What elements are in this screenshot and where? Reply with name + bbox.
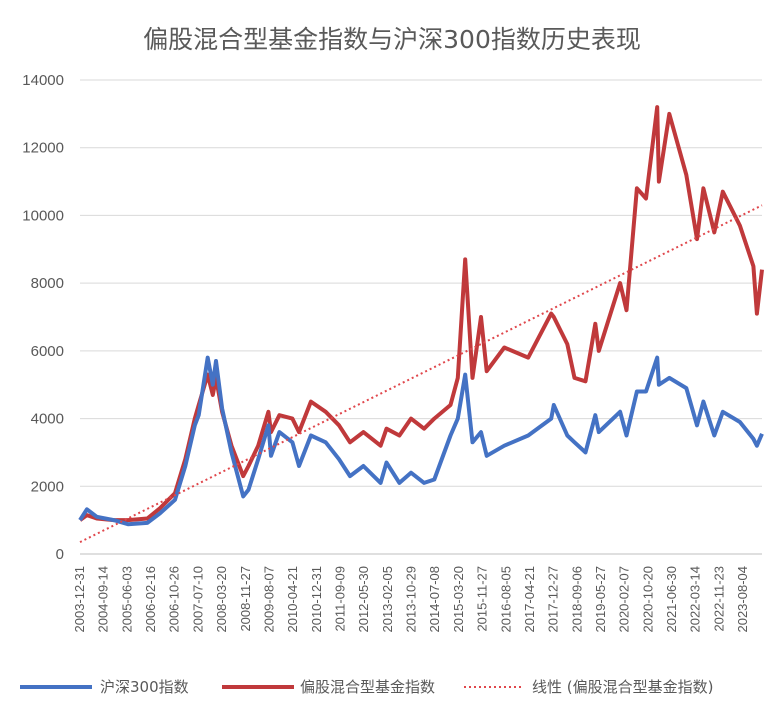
x-axis: 2003-12-31 2004-09-14 2005-06-03 2006-02-16… [72, 553, 762, 633]
legend-label-2: 线性 (偏股混合型基金指数) [532, 678, 713, 696]
x-tick-label: 2005-06-03 [119, 566, 134, 633]
x-tick-label: 2006-02-16 [143, 566, 158, 633]
x-tick-label: 2012-05-30 [356, 566, 371, 633]
x-tick-label: 2021-06-30 [664, 566, 679, 633]
y-tick-label: 8000 [31, 275, 64, 292]
y-tick-label: 12000 [22, 140, 64, 157]
x-tick-label: 2003-12-31 [72, 566, 87, 633]
y-axis-tick-labels: 0 2000 4000 6000 8000 10000 12000 14000 [22, 72, 64, 563]
y-tick-label: 10000 [22, 207, 64, 224]
legend-label-0: 沪深300指数 [100, 678, 189, 696]
x-tick-label: 2010-04-21 [285, 566, 300, 633]
x-tick-label: 2015-11-27 [475, 566, 490, 632]
legend-label-1: 偏股混合型基金指数 [300, 678, 435, 696]
x-tick-label: 2013-10-29 [404, 566, 419, 633]
x-tick-label: 2014-07-08 [427, 566, 442, 633]
x-tick-label: 2023-08-04 [735, 566, 750, 633]
y-tick-label: 14000 [22, 72, 64, 89]
x-tick-label: 2017-04-21 [522, 566, 537, 633]
x-tick-label: 2020-10-20 [640, 566, 655, 633]
series-layer [78, 105, 764, 543]
x-tick-label: 2006-10-26 [167, 566, 182, 633]
y-tick-label: 2000 [31, 478, 64, 495]
y-tick-label: 0 [56, 546, 64, 563]
series-line-0 [78, 355, 764, 527]
x-tick-label: 2022-11-23 [711, 566, 726, 632]
x-tick-label: 2018-09-06 [569, 566, 584, 633]
x-tick-label: 2007-07-10 [190, 566, 205, 633]
x-tick-label: 2008-11-27 [238, 566, 253, 632]
x-tick-label: 2016-08-05 [498, 566, 513, 633]
x-tick-label: 2022-03-14 [688, 566, 703, 633]
series-line-2 [79, 204, 763, 543]
chart-title: 偏股混合型基金指数与沪深300指数历史表现 [143, 25, 641, 54]
x-tick-label: 2008-03-20 [214, 566, 229, 633]
x-tick-label: 2013-02-05 [380, 566, 395, 633]
x-tick-label: 2004-09-14 [96, 566, 111, 633]
legend: 沪深300指数 偏股混合型基金指数 线性 (偏股混合型基金指数) [20, 678, 713, 696]
x-tick-label: 2017-12-27 [546, 566, 561, 633]
x-tick-label: 2019-05-27 [593, 566, 608, 633]
x-tick-label: 2015-03-20 [451, 566, 466, 633]
x-tick-label: 2010-12-31 [309, 566, 324, 633]
series-line-1 [78, 105, 764, 523]
x-tick-label: 2011-09-09 [332, 566, 347, 632]
y-tick-label: 6000 [31, 343, 64, 360]
x-tick-label: 2009-08-07 [261, 566, 276, 633]
x-tick-label: 2020-02-07 [617, 566, 632, 633]
y-tick-label: 4000 [31, 411, 64, 428]
